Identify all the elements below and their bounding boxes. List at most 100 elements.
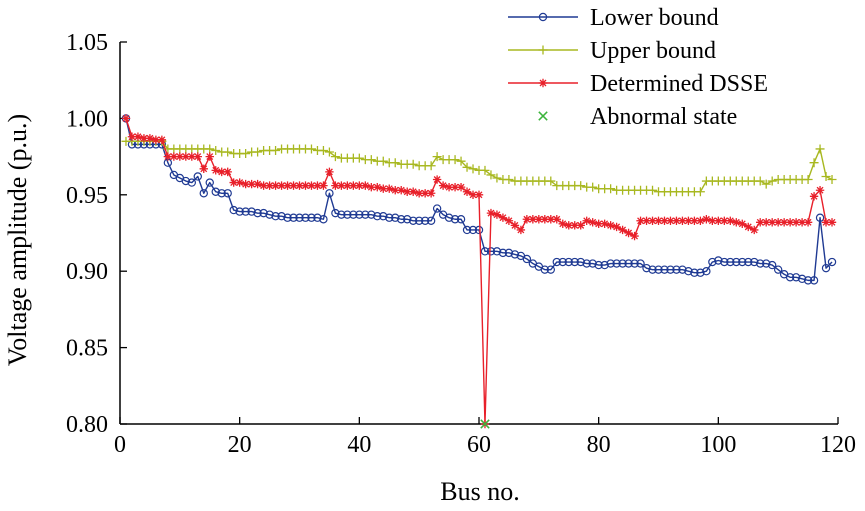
determined-dsse-point (785, 218, 795, 227)
determined-dsse-point (432, 175, 442, 184)
upper-bound-point (815, 144, 825, 154)
determined-dsse-point (408, 187, 418, 196)
lower-bound-point (223, 189, 232, 198)
lower-bound-point (283, 213, 292, 222)
determined-dsse-point (510, 221, 520, 230)
lower-bound-point (349, 210, 358, 219)
lower-bound-point (181, 176, 191, 186)
determined-dsse-point (468, 190, 478, 199)
upper-bound-point (588, 182, 598, 192)
lower-bound-point (456, 215, 466, 224)
upper-bound-point (767, 176, 777, 186)
determined-dsse-point (744, 222, 753, 232)
determined-dsse-point (373, 182, 382, 192)
lower-bound-point (606, 259, 615, 268)
lower-bound-point (426, 216, 436, 225)
determined-dsse-point (600, 219, 609, 229)
lower-bound-point (654, 265, 663, 274)
lower-bound-point (492, 247, 502, 256)
lower-bound-point (630, 259, 639, 268)
lower-bound-point (265, 210, 274, 219)
determined-dsse-point (773, 218, 783, 227)
lower-bound-point (193, 172, 202, 181)
determined-dsse-point (660, 216, 669, 225)
determined-dsse-point (355, 181, 364, 190)
determined-dsse-point (570, 221, 579, 230)
determined-dsse-point (642, 216, 651, 225)
lower-bound-point (331, 208, 340, 218)
determined-dsse-point (552, 215, 561, 224)
determined-dsse-point (750, 225, 759, 235)
determined-dsse-point (588, 218, 597, 227)
determined-dsse-point (522, 215, 532, 224)
legend-entry-lower-bound: Lower bound (508, 5, 719, 31)
upper-bound-point (462, 162, 472, 172)
lower-bound-point (187, 178, 196, 187)
determined-dsse-point (379, 184, 388, 193)
upper-bound-point (241, 149, 251, 159)
determined-dsse-point (367, 182, 376, 192)
lower-bound-point (564, 257, 573, 267)
lower-bound-point (756, 259, 765, 268)
lower-bound-point (720, 257, 729, 267)
determined-dsse-point (726, 216, 735, 225)
upper-bound-point (809, 158, 819, 168)
y-tick-label: 0.85 (66, 336, 108, 362)
upper-bound-point (576, 181, 586, 191)
lower-bound-point (313, 213, 322, 222)
determined-dsse-point (193, 152, 202, 161)
upper-bound-point (486, 170, 496, 180)
lower-bound-point (301, 213, 310, 222)
lower-bound-point (684, 267, 693, 276)
x-axis-label: Bus no. (440, 477, 519, 506)
lower-bound-point (666, 265, 675, 274)
lower-bound-point (444, 213, 454, 222)
series-abnormal-state (480, 419, 490, 429)
x-tick-label: 20 (228, 432, 252, 458)
legend: Lower bound Upper bound Determined DSSE Abn… (508, 5, 768, 130)
lower-bound-point (385, 213, 394, 222)
upper-bound-point (205, 144, 215, 154)
upper-bound-point (492, 173, 502, 183)
lower-bound-point (803, 276, 813, 285)
determined-dsse-point (630, 231, 639, 241)
upper-bound-point (271, 145, 281, 155)
lower-bound-point (791, 273, 801, 282)
upper-bound-point (468, 164, 478, 174)
lower-bound-point (510, 250, 520, 259)
determined-dsse-point (361, 181, 370, 190)
determined-dsse-point (217, 167, 226, 177)
series-layer (121, 114, 837, 429)
lower-bound-point (570, 257, 579, 267)
determined-dsse-line (125, 118, 833, 425)
lower-bound-point (750, 257, 759, 267)
determined-dsse-point (779, 218, 789, 227)
lower-bound-point (414, 216, 424, 225)
upper-bound-point (456, 156, 466, 166)
determined-dsse-point (827, 218, 837, 227)
determined-dsse-point (534, 215, 544, 224)
lower-bound-point (391, 213, 400, 222)
determined-dsse-point (618, 225, 627, 235)
determined-dsse-point (151, 135, 161, 144)
determined-dsse-point (127, 132, 137, 141)
determined-dsse-point (169, 152, 179, 161)
determined-dsse-point (815, 186, 825, 195)
determined-dsse-point (696, 216, 705, 225)
determined-dsse-point (732, 218, 741, 227)
lower-bound-point (408, 216, 418, 225)
determined-dsse-point (564, 221, 573, 230)
y-tick-label: 0.80 (66, 412, 108, 438)
y-tick-label: 0.95 (66, 183, 108, 209)
upper-bound-point (390, 158, 400, 168)
determined-dsse-point (205, 152, 214, 161)
determined-dsse-point (666, 216, 675, 225)
legend-marker (538, 12, 548, 22)
lower-bound-point (708, 257, 717, 267)
upper-bound-point (755, 176, 765, 186)
lower-bound-point (714, 256, 723, 265)
determined-dsse-point (229, 178, 238, 187)
y-tick-label: 1.00 (66, 106, 108, 132)
determined-dsse-point (797, 218, 807, 227)
lower-bound-point (271, 211, 280, 221)
